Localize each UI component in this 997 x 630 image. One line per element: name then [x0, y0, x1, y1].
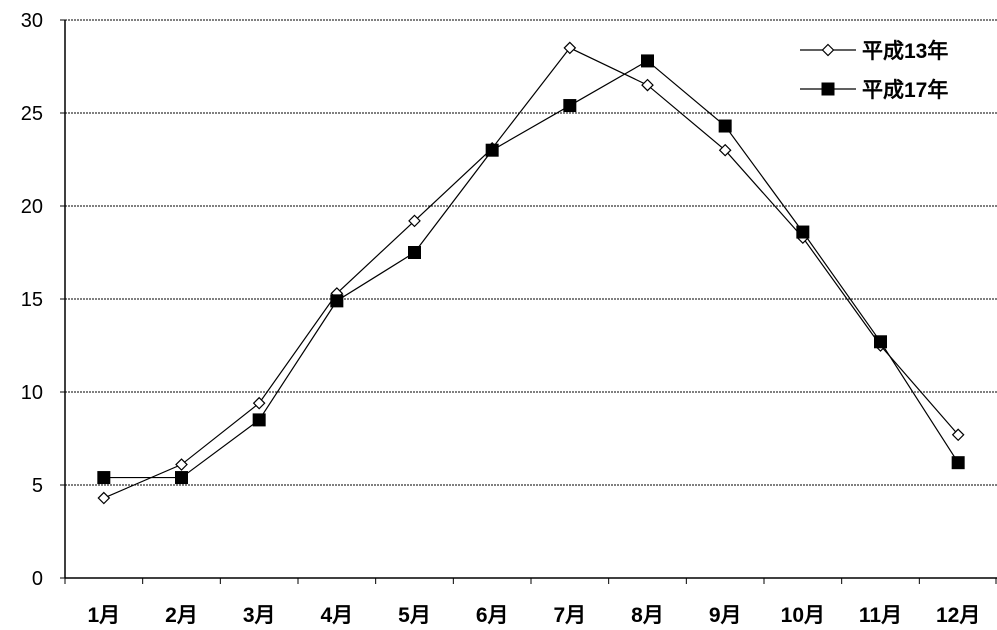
x-tick-label: 10月	[781, 604, 825, 627]
legend-label: 平成13年	[862, 39, 948, 63]
x-axis-ticks: 1月 2月 3月 4月 5月 6月 7月 8月 9月 10月 11月 12月	[64, 578, 997, 627]
x-tick-label: 3月	[243, 604, 276, 627]
data-point	[951, 428, 965, 442]
y-tick-label: 30	[21, 10, 43, 32]
data-point	[563, 41, 577, 55]
data-point	[485, 143, 499, 157]
x-tick-label: 4月	[320, 604, 353, 627]
legend-label: 平成17年	[862, 78, 948, 102]
y-tick-label: 20	[21, 196, 43, 218]
legend-item-2: 平成17年	[800, 78, 948, 102]
series-group	[97, 41, 965, 505]
data-point	[796, 225, 810, 239]
legend-item-1: 平成13年	[800, 39, 948, 63]
x-tick-label: 12月	[936, 604, 980, 627]
x-tick-label: 2月	[165, 604, 198, 627]
data-point	[641, 78, 654, 92]
series-line	[103, 60, 959, 479]
y-tick-label: 10	[21, 382, 43, 404]
x-tick-label: 8月	[631, 604, 664, 627]
data-point	[175, 458, 188, 471]
y-tick-label: 5	[32, 475, 43, 497]
y-tick-label: 0	[32, 568, 43, 590]
data-point	[641, 54, 654, 68]
data-point	[563, 99, 577, 113]
x-tick-label: 9月	[709, 604, 742, 627]
legend-marker	[821, 43, 835, 57]
series-2	[97, 54, 965, 485]
gridlines	[65, 19, 997, 486]
x-tick-label: 6月	[476, 604, 509, 627]
data-point	[951, 456, 965, 470]
y-tick-label: 15	[21, 289, 43, 311]
x-tick-label: 7月	[553, 604, 586, 627]
data-point	[97, 471, 111, 485]
data-point	[97, 491, 111, 505]
data-point	[718, 143, 732, 157]
data-point	[718, 119, 732, 133]
data-point	[175, 471, 188, 485]
data-point	[408, 214, 421, 228]
data-point	[330, 294, 344, 308]
y-tick-label: 25	[21, 103, 43, 125]
data-point	[252, 396, 266, 410]
data-point	[874, 335, 887, 349]
legend-marker	[821, 82, 835, 96]
x-tick-label: 1月	[87, 604, 120, 627]
x-tick-label: 5月	[398, 604, 431, 627]
x-tick-label: 11月	[859, 604, 902, 627]
series-line	[103, 47, 959, 499]
series-1	[97, 41, 965, 505]
y-axis-ticks: 0 5 10 15 20 25 30	[21, 10, 65, 590]
data-point	[252, 413, 266, 427]
data-point	[408, 246, 421, 259]
